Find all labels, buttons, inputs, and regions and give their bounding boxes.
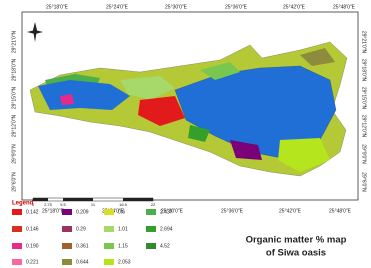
legend-label: 4.52 bbox=[160, 243, 170, 249]
legend-label: 0.644 bbox=[76, 259, 89, 265]
latitude-label: 29°21'0"N bbox=[11, 30, 17, 53]
scale-label: 2.75 bbox=[44, 202, 53, 207]
longitude-label: 25°42'0"E bbox=[279, 208, 302, 214]
scale-label: 11 bbox=[91, 202, 96, 207]
latitude-label: 29°9'0"N bbox=[11, 144, 17, 164]
legend-swatch bbox=[104, 226, 114, 232]
legend-label: 0.209 bbox=[76, 209, 89, 215]
legend-label: 1.15 bbox=[118, 243, 128, 249]
latitude-label: 29°18'0"N bbox=[361, 59, 367, 82]
map-zone bbox=[60, 94, 74, 105]
scale-bar bbox=[33, 198, 153, 201]
longitude-label: 25°24'0"E bbox=[106, 4, 129, 10]
legend-swatch bbox=[62, 259, 72, 265]
scale-label: 5.5 bbox=[60, 202, 66, 207]
latitude-label: 29°18'0"N bbox=[11, 58, 17, 81]
latitude-label: 29°6'0"N bbox=[11, 172, 17, 192]
legend-swatch bbox=[104, 209, 114, 215]
map-page: Organic matter % map of Siwa oasis Legen… bbox=[0, 0, 371, 268]
legend-swatch bbox=[146, 243, 156, 249]
legend-label: 0.142 bbox=[26, 209, 39, 215]
latitude-label: 29°15'0"N bbox=[11, 86, 17, 109]
longitude-label: 25°18'0"E bbox=[46, 4, 69, 10]
legend-label: 0.361 bbox=[76, 243, 89, 249]
legend-swatch bbox=[104, 259, 114, 265]
scale-label: 0 bbox=[32, 202, 35, 207]
longitude-label: 25°36'0"E bbox=[225, 4, 248, 10]
legend-swatch bbox=[146, 226, 156, 232]
legend-label: 1.01 bbox=[118, 226, 128, 232]
legend-swatch bbox=[104, 243, 114, 249]
map-title: Organic matter % map bbox=[246, 235, 347, 246]
longitude-label: 25°36'0"E bbox=[221, 208, 244, 214]
legend-label: 0.146 bbox=[26, 226, 39, 232]
legend-label: 2.694 bbox=[160, 226, 173, 232]
longitude-label: 25°48'0"E bbox=[329, 208, 352, 214]
map-title: of Siwa oasis bbox=[266, 248, 326, 259]
longitude-label: 25°30'0"E bbox=[165, 4, 188, 10]
legend-swatch bbox=[12, 259, 22, 265]
legend-label: 0.190 bbox=[26, 243, 39, 249]
legend-swatch bbox=[12, 226, 22, 232]
legend-swatch bbox=[62, 226, 72, 232]
legend-label: 0.29 bbox=[76, 226, 86, 232]
legend-label: 0.6 bbox=[118, 209, 125, 215]
longitude-label: 25°18'0"E bbox=[42, 208, 65, 214]
legend-swatch bbox=[12, 209, 22, 215]
longitude-label: 25°48'0"E bbox=[333, 4, 356, 10]
latitude-label: 29°12'0"N bbox=[11, 114, 17, 137]
legend-label: 2.053 bbox=[118, 259, 131, 265]
legend-swatch bbox=[146, 209, 156, 215]
scale-label: 16.5 bbox=[119, 202, 128, 207]
legend-swatch bbox=[62, 209, 72, 215]
longitude-label: 25°42'0"E bbox=[283, 4, 306, 10]
legend-title: Legend bbox=[12, 201, 34, 207]
legend-label: 2.437 bbox=[160, 209, 173, 215]
legend-swatch bbox=[12, 243, 22, 249]
latitude-label: 29°21'0"N bbox=[361, 31, 367, 54]
scale-label: 22 bbox=[151, 202, 156, 207]
latitude-label: 29°6'0"N bbox=[361, 172, 367, 192]
latitude-label: 29°9'0"N bbox=[361, 144, 367, 164]
latitude-label: 29°15'0"N bbox=[361, 87, 367, 110]
legend-label: 0.221 bbox=[26, 259, 39, 265]
legend-swatch bbox=[62, 243, 72, 249]
latitude-label: 29°12'0"N bbox=[361, 115, 367, 138]
